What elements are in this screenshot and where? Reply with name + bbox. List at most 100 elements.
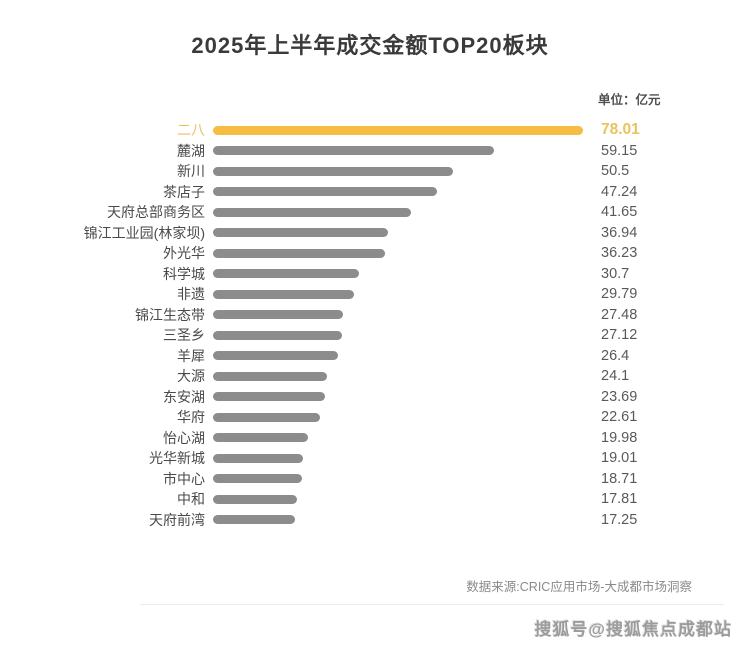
category-label: 大源 bbox=[177, 368, 205, 385]
bar bbox=[213, 371, 328, 381]
bar-track bbox=[213, 269, 601, 279]
value-label: 27.48 bbox=[601, 306, 638, 323]
value-label: 41.65 bbox=[601, 204, 638, 221]
bar bbox=[213, 412, 321, 422]
chart-row: 锦江生态带 27.48 bbox=[0, 305, 740, 326]
chart-row: 非遗 29.79 bbox=[0, 284, 740, 305]
chart-row: 华府 22.61 bbox=[0, 407, 740, 428]
chart-row: 新川 50.5 bbox=[0, 161, 740, 182]
bar bbox=[213, 207, 411, 217]
category-label: 天府前湾 bbox=[149, 511, 205, 528]
bar bbox=[213, 351, 339, 361]
category-label: 怡心湖 bbox=[163, 429, 205, 446]
value-label: 29.79 bbox=[601, 286, 638, 303]
chart-row: 二八 78.01 bbox=[0, 120, 740, 141]
bar-track bbox=[213, 228, 601, 238]
bar-track bbox=[213, 494, 601, 504]
chart-row: 科学城 30.7 bbox=[0, 264, 740, 285]
chart-row: 怡心湖 19.98 bbox=[0, 428, 740, 449]
value-label: 50.5 bbox=[601, 163, 630, 180]
category-label: 光华新城 bbox=[149, 450, 205, 467]
bar bbox=[213, 474, 302, 484]
bar bbox=[213, 125, 583, 135]
bar bbox=[213, 310, 344, 320]
bar-track bbox=[213, 146, 601, 156]
data-source-note: 数据来源:CRIC应用市场-大成都市场洞察 bbox=[466, 580, 692, 594]
category-label: 麓湖 bbox=[177, 142, 205, 159]
category-label: 新川 bbox=[177, 163, 205, 180]
bar-track bbox=[213, 310, 601, 320]
chart-row: 锦江工业园(林家坝) 36.94 bbox=[0, 223, 740, 244]
chart-row: 三圣乡 27.12 bbox=[0, 325, 740, 346]
watermark-text: 搜狐号@搜狐焦点成都站 bbox=[534, 620, 732, 639]
unit-label: 单位：亿元 bbox=[598, 93, 661, 107]
bar bbox=[213, 330, 342, 340]
chart-title: 2025年上半年成交金额TOP20板块 bbox=[191, 33, 549, 58]
category-label: 非遗 bbox=[177, 286, 205, 303]
value-label: 17.25 bbox=[601, 511, 638, 528]
bar-track bbox=[213, 125, 601, 135]
bar-track bbox=[213, 392, 601, 402]
chart-row: 麓湖 59.15 bbox=[0, 141, 740, 162]
bar-track bbox=[213, 515, 601, 525]
bar bbox=[213, 289, 355, 299]
category-label: 科学城 bbox=[163, 265, 205, 282]
bar-track bbox=[213, 207, 601, 217]
bar-track bbox=[213, 351, 601, 361]
value-label: 18.71 bbox=[601, 470, 638, 487]
bar bbox=[213, 269, 359, 279]
bar-track bbox=[213, 166, 601, 176]
chart-row: 天府总部商务区 41.65 bbox=[0, 202, 740, 223]
value-label: 26.4 bbox=[601, 347, 630, 364]
category-label: 二八 bbox=[177, 122, 205, 139]
chart-row: 天府前湾 17.25 bbox=[0, 510, 740, 531]
chart-row: 光华新城 19.01 bbox=[0, 448, 740, 469]
chart-row: 茶店子 47.24 bbox=[0, 182, 740, 203]
value-label: 59.15 bbox=[601, 142, 638, 159]
bar-track bbox=[213, 248, 601, 258]
bar-track bbox=[213, 289, 601, 299]
chart-row: 市中心 18.71 bbox=[0, 469, 740, 490]
category-label: 天府总部商务区 bbox=[107, 204, 205, 221]
category-label: 锦江工业园(林家坝) bbox=[83, 224, 205, 241]
bar-track bbox=[213, 187, 601, 197]
value-label: 23.69 bbox=[601, 388, 638, 405]
value-label: 30.7 bbox=[601, 265, 630, 282]
category-label: 华府 bbox=[177, 409, 205, 426]
value-label: 22.61 bbox=[601, 409, 638, 426]
chart-row: 中和 17.81 bbox=[0, 489, 740, 510]
bar bbox=[213, 433, 308, 443]
value-label: 36.23 bbox=[601, 245, 638, 262]
category-label: 外光华 bbox=[163, 245, 205, 262]
bar bbox=[213, 248, 385, 258]
category-label: 锦江生态带 bbox=[135, 306, 205, 323]
value-label: 17.81 bbox=[601, 491, 638, 508]
value-label: 19.98 bbox=[601, 429, 638, 446]
bottom-divider bbox=[140, 604, 724, 605]
category-label: 羊犀 bbox=[177, 347, 205, 364]
value-label: 78.01 bbox=[601, 121, 640, 139]
chart-row: 大源 24.1 bbox=[0, 366, 740, 387]
bar-track bbox=[213, 412, 601, 422]
bar-track bbox=[213, 453, 601, 463]
bar-track bbox=[213, 433, 601, 443]
bar bbox=[213, 166, 453, 176]
chart-row: 东安湖 23.69 bbox=[0, 387, 740, 408]
category-label: 中和 bbox=[177, 491, 205, 508]
bar bbox=[213, 228, 389, 238]
bar bbox=[213, 515, 295, 525]
value-label: 36.94 bbox=[601, 224, 638, 241]
category-label: 三圣乡 bbox=[163, 327, 205, 344]
bar bbox=[213, 392, 326, 402]
bar bbox=[213, 187, 438, 197]
value-label: 47.24 bbox=[601, 183, 638, 200]
chart-row: 羊犀 26.4 bbox=[0, 346, 740, 367]
bar bbox=[213, 494, 298, 504]
chart-row: 外光华 36.23 bbox=[0, 243, 740, 264]
bar-track bbox=[213, 330, 601, 340]
bar-track bbox=[213, 474, 601, 484]
value-label: 24.1 bbox=[601, 368, 630, 385]
bar-track bbox=[213, 371, 601, 381]
chart-rows: 二八 78.01 麓湖 59.15 新川 50.5 茶店子 47.24 天府总部商务区 41.65… bbox=[0, 120, 740, 530]
